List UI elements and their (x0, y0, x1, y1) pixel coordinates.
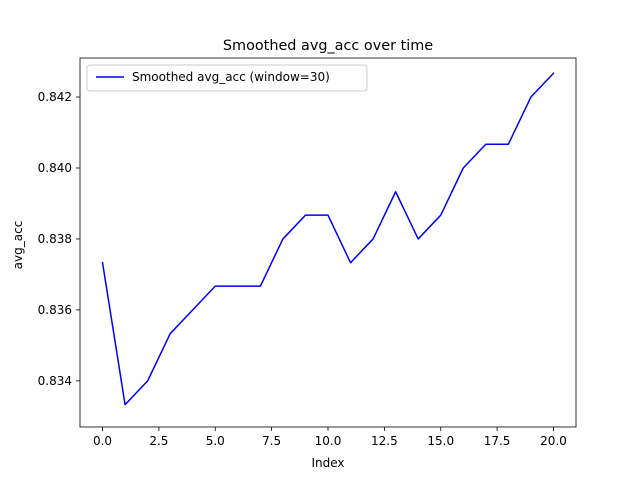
legend-label: Smoothed avg_acc (window=30) (132, 70, 330, 84)
x-tick-label: 12.5 (371, 434, 398, 448)
x-axis-label: Index (311, 456, 344, 470)
x-tick-label: 7.5 (262, 434, 281, 448)
chart-title: Smoothed avg_acc over time (223, 38, 433, 54)
x-tick-label: 2.5 (149, 434, 168, 448)
x-tick-label: 5.0 (206, 434, 225, 448)
legend-box (86, 64, 368, 92)
y-tick-label: 0.834 (38, 374, 72, 388)
y-tick-label: 0.840 (38, 161, 72, 175)
x-tick-label: 0.0 (93, 434, 112, 448)
x-tick-label: 17.5 (484, 434, 511, 448)
y-tick-label: 0.836 (38, 303, 72, 317)
y-axis-label: avg_acc (11, 221, 25, 270)
x-tick-label: 10.0 (315, 434, 342, 448)
x-tick-label: 15.0 (427, 434, 454, 448)
y-tick-label: 0.842 (38, 90, 72, 104)
plot-area: 0.0 2.5 5.0 7.5 10.0 12.5 15.0 17.5 20.0 0.834 0.8… (38, 57, 577, 448)
series-line (101, 72, 555, 406)
y-tick-label: 0.838 (38, 232, 72, 246)
x-tick-label: 20.0 (540, 434, 567, 448)
legend: Smoothed avg_acc (window=30) (86, 64, 368, 92)
